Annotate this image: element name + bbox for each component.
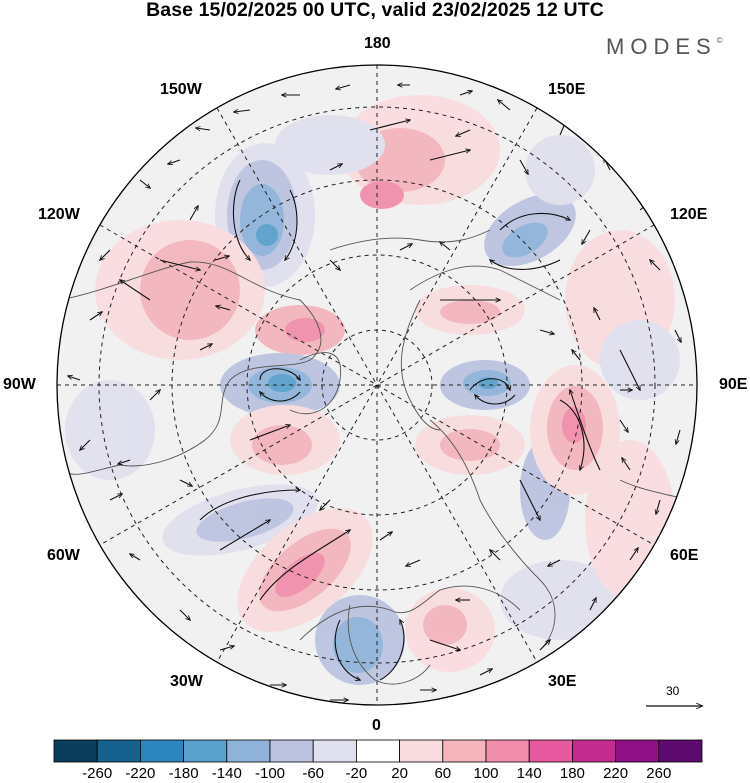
colorbar-tick-label: 180 bbox=[559, 765, 585, 782]
colorbar-swatch bbox=[139, 739, 184, 763]
colorbar-swatch bbox=[399, 739, 444, 763]
colorbar-tick-label: 100 bbox=[473, 765, 499, 782]
colorbar-swatch bbox=[96, 739, 141, 763]
colorbar-tick-label: -100 bbox=[254, 765, 286, 782]
modes-logo: MODES© bbox=[606, 34, 723, 59]
coastlines bbox=[59, 229, 691, 685]
lon-label-150w: 150W bbox=[160, 81, 202, 98]
colorbar-tick-label: 60 bbox=[434, 765, 452, 782]
colorbar-tick-label: 260 bbox=[646, 765, 672, 782]
colorbar-tick-label: 220 bbox=[603, 765, 629, 782]
lon-label-90w: 90W bbox=[3, 376, 36, 393]
colorbar-swatch bbox=[528, 739, 573, 763]
colorbar-swatch bbox=[572, 739, 617, 763]
colorbar-tick-label: -20 bbox=[345, 765, 368, 782]
colorbar-swatch bbox=[269, 739, 314, 763]
lon-label-60w: 60W bbox=[47, 547, 80, 564]
lon-label-30w: 30W bbox=[170, 673, 203, 690]
colorbar-swatch bbox=[355, 739, 400, 763]
colorbar-tick-label: -60 bbox=[302, 765, 325, 782]
colorbar-tick-label: -140 bbox=[211, 765, 242, 782]
reference-vector-label: 30 bbox=[666, 684, 680, 698]
lon-label-120e: 120E bbox=[670, 206, 708, 223]
colorbar-swatch bbox=[226, 739, 271, 763]
lon-label-180: 180 bbox=[364, 35, 391, 52]
colorbar-swatch bbox=[442, 739, 487, 763]
colorbar-tick-label: -220 bbox=[125, 765, 156, 782]
colorbar-swatch bbox=[485, 739, 530, 763]
colorbar bbox=[53, 739, 703, 763]
graticule bbox=[57, 65, 697, 705]
colorbar-tick-label: -260 bbox=[82, 765, 113, 782]
map-title: Base 15/02/2025 00 UTC, valid 23/02/2025… bbox=[146, 0, 604, 21]
colorbar-swatch bbox=[312, 739, 357, 763]
colorbar-tick-label: 20 bbox=[391, 765, 408, 782]
lon-label-0: 0 bbox=[372, 717, 381, 734]
lon-label-150e: 150E bbox=[548, 81, 586, 98]
anomaly-field bbox=[57, 65, 697, 705]
lon-label-30e: 30E bbox=[548, 673, 577, 690]
lon-label-60e: 60E bbox=[670, 547, 699, 564]
colorbar-swatch bbox=[615, 739, 660, 763]
colorbar-swatch bbox=[183, 739, 228, 763]
lon-label-90e: 90E bbox=[719, 376, 748, 393]
map-border bbox=[56, 64, 698, 706]
colorbar-swatch bbox=[658, 739, 703, 763]
wind-vectors bbox=[68, 85, 681, 700]
colorbar-tick-label: -180 bbox=[168, 765, 199, 782]
colorbar-swatch bbox=[53, 739, 98, 763]
lon-label-120w: 120W bbox=[38, 206, 80, 223]
colorbar-tick-label: 140 bbox=[516, 765, 542, 782]
